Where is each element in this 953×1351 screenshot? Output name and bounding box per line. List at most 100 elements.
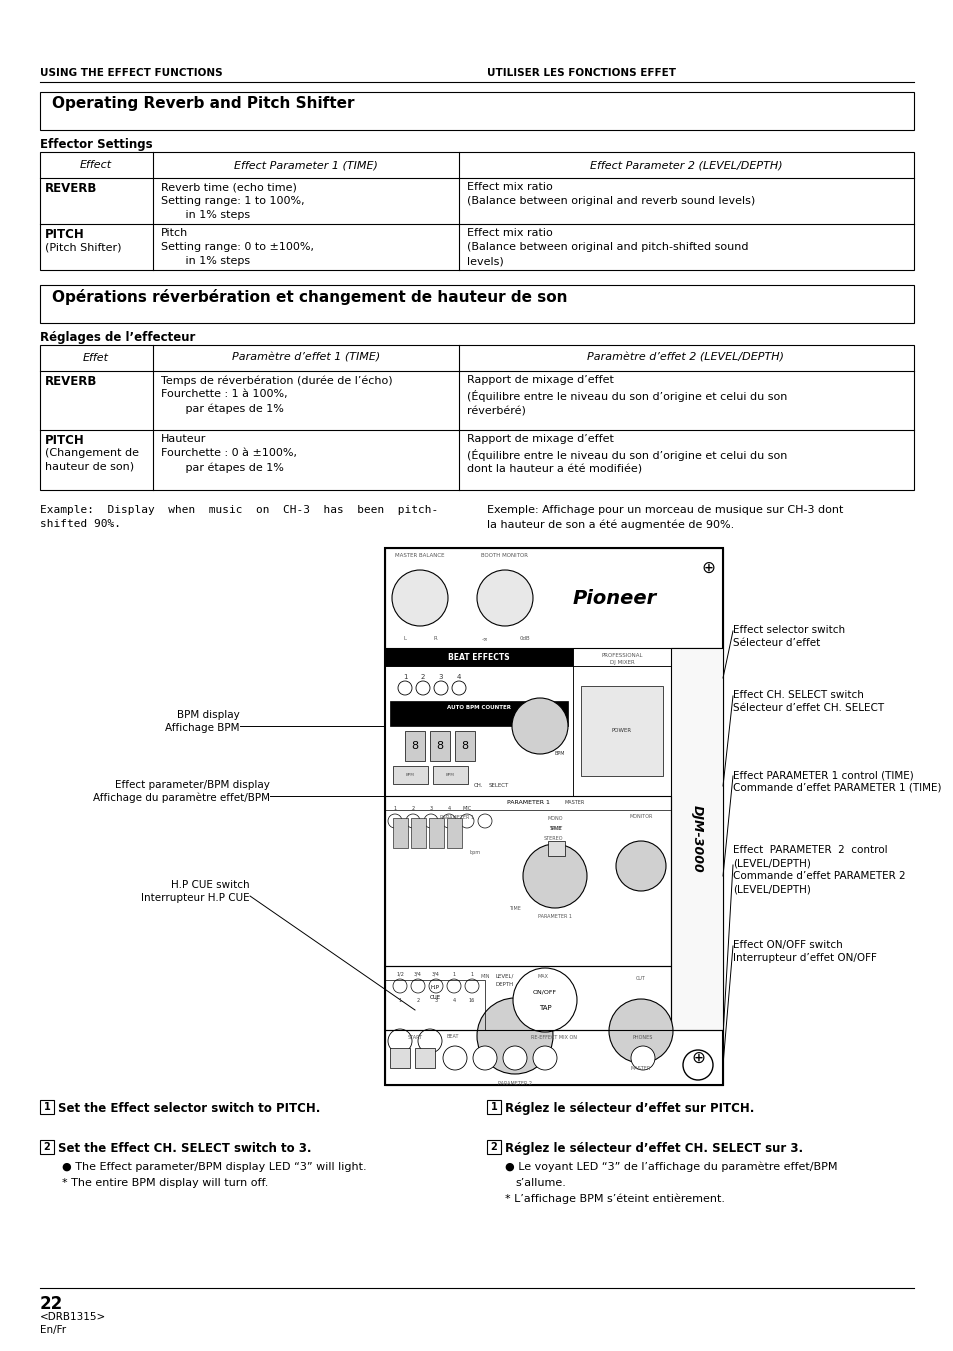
Text: MAX: MAX bbox=[537, 974, 548, 979]
Text: START: START bbox=[407, 1035, 422, 1040]
Text: DEPTH: DEPTH bbox=[496, 982, 514, 988]
Text: BPM: BPM bbox=[554, 751, 564, 757]
Text: Effect parameter/BPM display: Effect parameter/BPM display bbox=[115, 780, 270, 790]
Text: Paramètre d’effet 1 (TIME): Paramètre d’effet 1 (TIME) bbox=[232, 353, 379, 363]
Text: MIN: MIN bbox=[479, 974, 489, 979]
Polygon shape bbox=[433, 766, 468, 784]
Text: PARAMETER 1: PARAMETER 1 bbox=[439, 815, 474, 820]
Text: 0dB: 0dB bbox=[519, 636, 530, 640]
Text: 8: 8 bbox=[411, 740, 418, 751]
Text: TIME: TIME bbox=[509, 907, 520, 911]
Text: Commande d’effet PARAMETER 1 (TIME): Commande d’effet PARAMETER 1 (TIME) bbox=[732, 784, 941, 793]
Text: Réglages de l’effecteur: Réglages de l’effecteur bbox=[40, 331, 195, 345]
Text: RE-EFFECT MIX ON: RE-EFFECT MIX ON bbox=[531, 1035, 577, 1040]
Text: Effect selector switch: Effect selector switch bbox=[732, 626, 844, 635]
Text: PARAMETER 1: PARAMETER 1 bbox=[537, 915, 572, 919]
Text: PARAMETER 1: PARAMETER 1 bbox=[506, 801, 549, 805]
Text: 2: 2 bbox=[416, 998, 419, 1004]
Polygon shape bbox=[390, 1048, 410, 1069]
Circle shape bbox=[388, 815, 401, 828]
Text: Reverb time (echo time)
Setting range: 1 to 100%,
       in 1% steps: Reverb time (echo time) Setting range: 1… bbox=[161, 182, 304, 220]
Text: TAP: TAP bbox=[538, 1005, 551, 1011]
Circle shape bbox=[512, 698, 567, 754]
Text: Effect PARAMETER 1 control (TIME): Effect PARAMETER 1 control (TIME) bbox=[732, 770, 913, 780]
Text: 16: 16 bbox=[468, 998, 475, 1004]
Text: CH.: CH. bbox=[474, 784, 483, 788]
Circle shape bbox=[442, 1046, 467, 1070]
Text: STEREO: STEREO bbox=[543, 836, 562, 842]
Text: 1: 1 bbox=[452, 971, 456, 977]
Circle shape bbox=[616, 842, 665, 892]
Text: PARAMETER 2: PARAMETER 2 bbox=[497, 1081, 532, 1086]
Text: MASTER BALANCE: MASTER BALANCE bbox=[395, 553, 444, 558]
Text: Pioneer: Pioneer bbox=[572, 589, 657, 608]
Text: REVERB: REVERB bbox=[45, 182, 97, 195]
Text: MIC: MIC bbox=[462, 805, 471, 811]
Text: 3: 3 bbox=[434, 998, 437, 1004]
Text: L: L bbox=[403, 636, 406, 640]
Polygon shape bbox=[670, 648, 722, 1029]
Text: Effet: Effet bbox=[83, 353, 109, 363]
Text: BOOTH MONITOR: BOOTH MONITOR bbox=[481, 553, 528, 558]
Circle shape bbox=[441, 815, 456, 828]
Text: BPM: BPM bbox=[445, 773, 454, 777]
Text: 8: 8 bbox=[461, 740, 468, 751]
Text: R: R bbox=[433, 636, 436, 640]
Text: PITCH: PITCH bbox=[45, 434, 85, 447]
Text: Réglez le sélecteur d’effet sur PITCH.: Réglez le sélecteur d’effet sur PITCH. bbox=[504, 1102, 754, 1115]
Text: SPLIT: SPLIT bbox=[549, 825, 562, 831]
Text: 1: 1 bbox=[490, 1102, 497, 1112]
Text: MONO: MONO bbox=[547, 816, 562, 821]
Circle shape bbox=[630, 1046, 655, 1070]
Text: ON/OFF: ON/OFF bbox=[533, 989, 557, 994]
Polygon shape bbox=[447, 817, 461, 848]
Text: Pitch
Setting range: 0 to ±100%,
       in 1% steps: Pitch Setting range: 0 to ±100%, in 1% s… bbox=[161, 228, 314, 266]
Text: Opérations réverbération et changement de hauteur de son: Opérations réverbération et changement d… bbox=[52, 289, 567, 305]
Text: 1: 1 bbox=[470, 971, 473, 977]
Text: H.P: H.P bbox=[430, 985, 439, 990]
Text: 1/2: 1/2 bbox=[395, 971, 403, 977]
Circle shape bbox=[476, 570, 533, 626]
Text: En/Fr: En/Fr bbox=[40, 1325, 66, 1335]
Text: Example:  Display  when  music  on  CH-3  has  been  pitch-
shifted 90%.: Example: Display when music on CH-3 has … bbox=[40, 505, 437, 530]
Text: Réglez le sélecteur d’effet CH. SELECT sur 3.: Réglez le sélecteur d’effet CH. SELECT s… bbox=[504, 1142, 802, 1155]
Text: -∞: -∞ bbox=[481, 636, 488, 640]
Circle shape bbox=[434, 681, 448, 694]
Text: 4: 4 bbox=[456, 674, 460, 680]
Circle shape bbox=[522, 844, 586, 908]
Circle shape bbox=[393, 979, 407, 993]
Circle shape bbox=[459, 815, 474, 828]
Text: s’allume.: s’allume. bbox=[515, 1178, 565, 1188]
Text: BEAT: BEAT bbox=[446, 1034, 458, 1039]
Text: UTILISER LES FONCTIONS EFFET: UTILISER LES FONCTIONS EFFET bbox=[486, 68, 676, 78]
Circle shape bbox=[417, 1029, 441, 1052]
Text: Rapport de mixage d’effet
(Équilibre entre le niveau du son d’origine et celui d: Rapport de mixage d’effet (Équilibre ent… bbox=[467, 434, 786, 476]
Text: Operating Reverb and Pitch Shifter: Operating Reverb and Pitch Shifter bbox=[52, 96, 355, 111]
Text: Effect ON/OFF switch: Effect ON/OFF switch bbox=[732, 940, 841, 950]
Text: (LEVEL/DEPTH): (LEVEL/DEPTH) bbox=[732, 858, 810, 867]
Polygon shape bbox=[385, 648, 573, 666]
Text: H.P CUE switch: H.P CUE switch bbox=[172, 880, 250, 890]
Circle shape bbox=[397, 681, 412, 694]
Text: 3/4: 3/4 bbox=[414, 971, 421, 977]
Polygon shape bbox=[455, 731, 475, 761]
Circle shape bbox=[513, 969, 577, 1032]
Text: MASTER: MASTER bbox=[564, 801, 584, 805]
Text: ● The Effect parameter/BPM display LED “3” will light.: ● The Effect parameter/BPM display LED “… bbox=[62, 1162, 366, 1173]
Text: Temps de réverbération (durée de l’écho)
Fourchette : 1 à 100%,
       par étape: Temps de réverbération (durée de l’écho)… bbox=[161, 376, 393, 415]
Text: 4: 4 bbox=[452, 998, 456, 1004]
Text: Effect: Effect bbox=[80, 159, 112, 170]
Polygon shape bbox=[390, 701, 567, 725]
Text: USING THE EFFECT FUNCTIONS: USING THE EFFECT FUNCTIONS bbox=[40, 68, 222, 78]
Text: 1: 1 bbox=[398, 998, 401, 1004]
Text: Set the Effect CH. SELECT switch to 3.: Set the Effect CH. SELECT switch to 3. bbox=[58, 1142, 312, 1155]
Circle shape bbox=[464, 979, 478, 993]
Text: 3/4: 3/4 bbox=[432, 971, 439, 977]
Text: REVERB: REVERB bbox=[45, 376, 97, 388]
Circle shape bbox=[429, 979, 442, 993]
Circle shape bbox=[406, 815, 419, 828]
Text: BEAT EFFECTS: BEAT EFFECTS bbox=[448, 653, 509, 662]
Text: Interrupteur d’effet ON/OFF: Interrupteur d’effet ON/OFF bbox=[732, 952, 876, 963]
Text: bpm: bpm bbox=[470, 850, 480, 855]
Text: Rapport de mixage d’effet
(Équilibre entre le niveau du son d’origine et celui d: Rapport de mixage d’effet (Équilibre ent… bbox=[467, 376, 786, 416]
